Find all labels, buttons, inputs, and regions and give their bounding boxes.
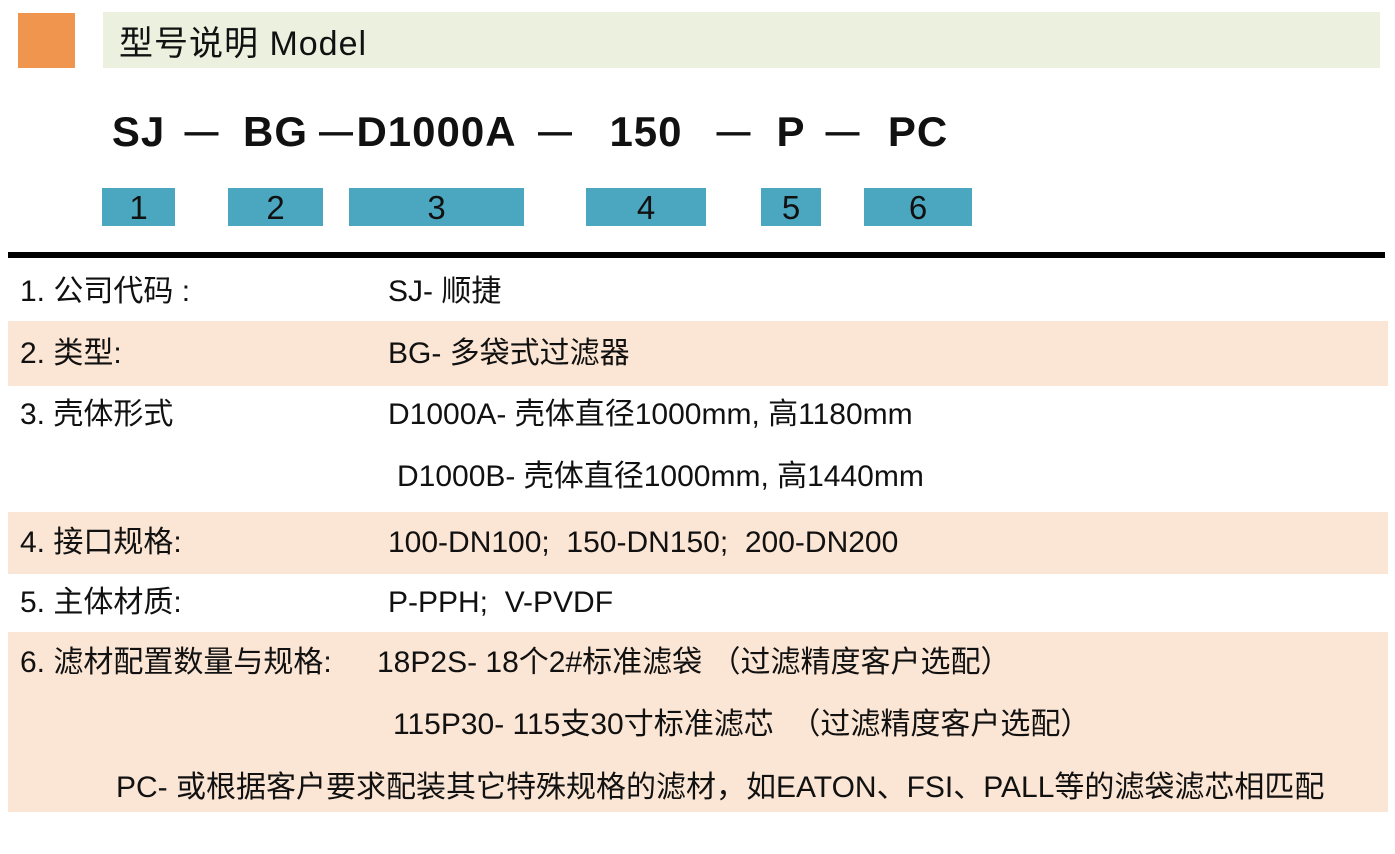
row-label: 6. 滤材配置数量与规格: [20, 646, 332, 679]
row-label: 2. 类型: [20, 336, 122, 370]
model-code-separator: — [184, 112, 219, 151]
model-segment-code: 150 [609, 108, 683, 155]
model-segment-code: BG [243, 108, 308, 155]
row-value: D1000A- 壳体直径1000mm, 高1180mm [388, 398, 913, 431]
row-value: PC- 或根据客户要求配装其它特殊规格的滤材，如EATON、FSI、PALL等的… [116, 771, 1325, 804]
model-segment-3: D1000A 3 [349, 106, 524, 226]
row-type: 2. 类型: BG- 多袋式过滤器 [8, 321, 1388, 386]
model-segment-code: SJ [111, 108, 166, 155]
row-company-code: 1. 公司代码 : SJ- 顺捷 [8, 262, 1388, 321]
row-value: P-PPH; V-PVDF [388, 586, 614, 619]
row-value: BG- 多袋式过滤器 [388, 336, 630, 370]
row-filter-media-config: 6. 滤材配置数量与规格: 18P2S- 18个2#标准滤袋 （过滤精度客户选配… [8, 632, 1388, 812]
model-segment-4: 150 4 [586, 106, 706, 226]
model-code-row: SJ 1 — BG 2 — D1000A 3 — 150 4 — P 5 — P… [102, 106, 972, 226]
row-label: 5. 主体材质: [20, 586, 182, 619]
row-value: D1000B- 壳体直径1000mm, 高1440mm [397, 460, 924, 493]
row-label: 4. 接口规格: [20, 526, 182, 559]
row-value: 18P2S- 18个2#标准滤袋 （过滤精度客户选配） [377, 646, 1011, 679]
model-segment-number-box: 2 [228, 188, 323, 226]
model-segment-1: SJ 1 [102, 106, 175, 226]
row-port-spec: 4. 接口规格: 100-DN100; 150-DN150; 200-DN200 [8, 512, 1388, 574]
model-code-separator: — [825, 112, 860, 151]
section-bullet-square [18, 13, 75, 68]
page-title: 型号说明 Model [119, 24, 368, 63]
row-value: 115P30- 115支30寸标准滤芯 （过滤精度客户选配） [393, 708, 1091, 741]
row-value: SJ- 顺捷 [388, 274, 502, 308]
model-segment-6: PC 6 [864, 106, 972, 226]
model-code-separator: — [716, 112, 751, 151]
model-segment-5: P 5 [761, 106, 821, 226]
row-value: 100-DN100; 150-DN150; 200-DN200 [388, 526, 899, 559]
section-title-bar: 型号说明 Model [103, 12, 1380, 68]
model-segment-number-box: 4 [586, 188, 706, 226]
row-body-material: 5. 主体材质: P-PPH; V-PVDF [8, 574, 1388, 632]
model-segment-code: P [776, 108, 806, 155]
row-housing-form: 3. 壳体形式 D1000A- 壳体直径1000mm, 高1180mm D100… [8, 386, 1388, 512]
model-segment-number-box: 5 [761, 188, 821, 226]
model-segment-code: PC [887, 108, 949, 155]
model-segment-code: D1000A [356, 108, 517, 155]
model-segment-number-box: 3 [349, 188, 524, 226]
model-code-separator: — [319, 112, 353, 151]
row-label: 3. 壳体形式 [20, 398, 174, 431]
model-code-separator: — [538, 112, 572, 151]
model-segment-2: BG 2 [228, 106, 323, 226]
row-label: 1. 公司代码 : [20, 274, 191, 308]
divider-rule [8, 252, 1385, 258]
model-segment-number-box: 6 [864, 188, 972, 226]
model-segment-number-box: 1 [102, 188, 175, 226]
